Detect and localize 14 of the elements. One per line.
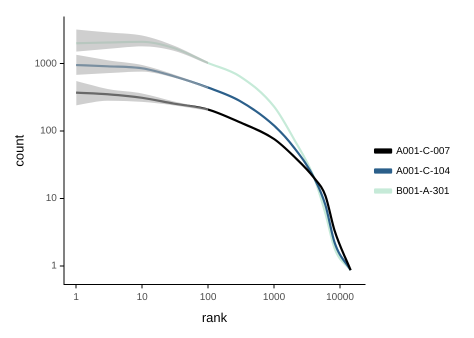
legend-label: B001-A-301 (396, 186, 450, 197)
x-tick-label: 100 (200, 292, 217, 304)
legend-label: A001-C-104 (396, 166, 450, 177)
x-tick-label: 10 (136, 292, 148, 304)
x-tick-label: 1 (73, 292, 80, 304)
x-axis-title: rank (202, 310, 228, 325)
y-tick-label: 1 (51, 260, 58, 272)
x-tick-label: 1000 (262, 292, 286, 304)
legend-label: A001-C-007 (396, 146, 450, 157)
y-tick-label: 1000 (34, 58, 58, 70)
y-tick-label: 100 (40, 126, 58, 137)
x-tick-label: 10000 (326, 292, 354, 304)
y-axis-title: count (11, 134, 26, 167)
y-tick-label: 10 (46, 193, 58, 204)
